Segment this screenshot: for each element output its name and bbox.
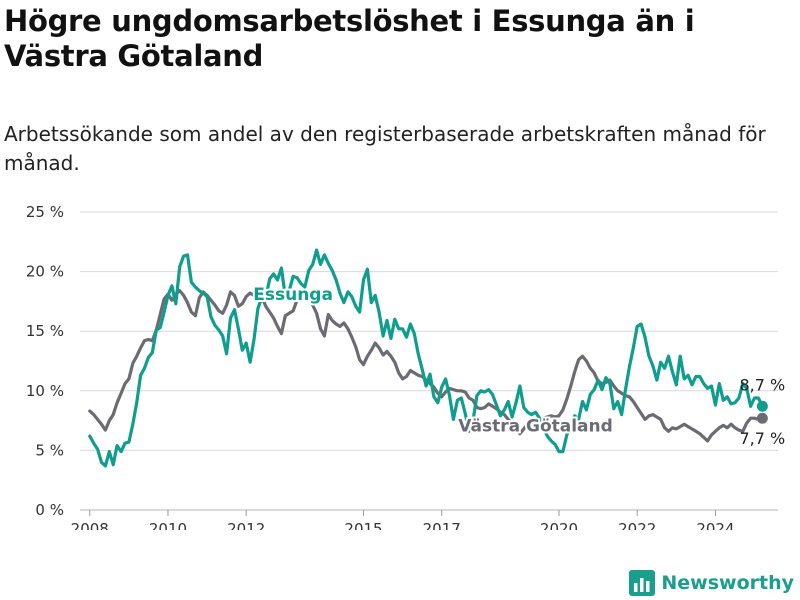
bar-chart-icon xyxy=(629,570,656,596)
chart-subtitle: Arbetssökande som andel av den registerb… xyxy=(4,122,766,175)
x-tick-label: 2017 xyxy=(423,520,461,530)
x-tick-label: 2008 xyxy=(71,520,109,530)
series-label: Västra Götaland xyxy=(458,416,613,436)
end-value-label: 7,7 % xyxy=(739,429,785,448)
y-axis-ticks: 0 % 5 % 10 % 15 % 20 % 25 % xyxy=(26,203,64,519)
y-tick-label: 0 % xyxy=(35,501,64,519)
line-chart: 0 %5 %10 %15 %20 %25 % 2008 2010 2012 2015 2… xyxy=(26,203,785,530)
x-tick-label: 2012 xyxy=(227,520,265,530)
end-value-label: 8,7 % xyxy=(739,375,785,394)
x-tick-label: 2015 xyxy=(344,520,382,530)
x-tick-label: 2024 xyxy=(696,520,734,530)
series-labels: 7,7 % 8,7 % Essunga Västra Götaland xyxy=(251,283,785,448)
end-point-essunga xyxy=(756,400,768,412)
x-axis-ticks: 2008 2010 2012 2015 2017 2020 2022 2024 xyxy=(71,510,735,530)
y-tick-label: 20 % xyxy=(26,263,64,281)
gridlines xyxy=(80,211,778,511)
series-lines xyxy=(88,248,768,468)
y-tick-label: 10 % xyxy=(26,382,64,400)
y-tick-label: 5 % xyxy=(35,441,64,459)
series-line-essunga xyxy=(88,248,764,468)
x-tick-label: 2020 xyxy=(540,520,578,530)
x-tick-label: 2010 xyxy=(149,520,187,530)
y-tick-label: 25 % xyxy=(26,203,64,221)
series-label: Essunga xyxy=(253,285,333,305)
x-tick-label: 2022 xyxy=(618,520,656,530)
chart-title: Högre ungdomsarbetslöshet i Essunga än i… xyxy=(4,4,695,73)
y-tick-label: 15 % xyxy=(26,322,64,340)
brand-logo: Newsworthy xyxy=(629,568,794,598)
brand-name: Newsworthy xyxy=(661,572,794,594)
end-point-v-stra-g-taland xyxy=(756,412,768,424)
